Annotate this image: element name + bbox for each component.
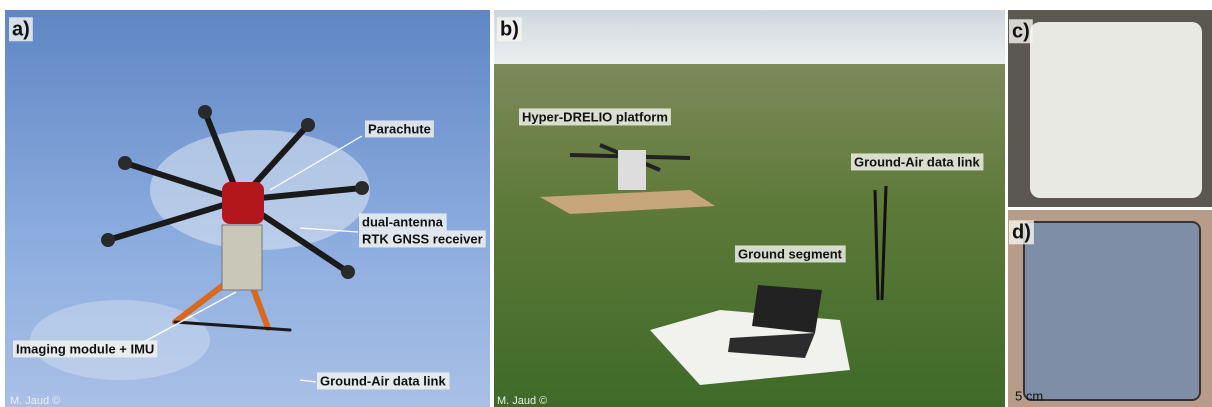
panel-d: d) 5 cm — [1008, 210, 1212, 407]
label-background — [519, 108, 671, 126]
label-background — [1009, 19, 1033, 44]
label-background — [9, 17, 33, 42]
annotation: Ground segment — [738, 246, 843, 261]
grey-target — [1023, 221, 1201, 401]
label-background — [359, 230, 486, 248]
label-background — [13, 340, 158, 358]
imaging-module — [221, 224, 263, 291]
annotation: Hyper-DRELIO platform — [522, 109, 668, 124]
panel-a: a) Parachute dual-antenna RTK GNSS recei… — [5, 10, 490, 407]
panel-label: c) — [1012, 20, 1030, 42]
label-background — [365, 120, 434, 138]
label-background — [497, 17, 522, 42]
annotation: RTK GNSS receiver — [362, 231, 483, 246]
annotation: Imaging module + IMU — [16, 341, 154, 356]
white-target — [1030, 22, 1202, 198]
panel-c: c) — [1008, 10, 1212, 207]
label-background — [851, 153, 984, 171]
credit: M. Jaud © — [10, 395, 60, 407]
label-background — [317, 372, 450, 390]
panel-label: b) — [500, 18, 519, 40]
label-background — [359, 213, 447, 231]
panel-label: a) — [12, 18, 30, 40]
credit: M. Jaud © — [497, 395, 547, 407]
annotation: dual-antenna — [362, 214, 444, 229]
annotation: Ground-Air data link — [854, 154, 980, 169]
annotation: Ground-Air data link — [320, 373, 446, 388]
board — [540, 190, 715, 214]
label-background — [735, 245, 846, 263]
laptop — [752, 285, 822, 333]
annotation: Parachute — [368, 121, 431, 136]
panel-b: b) Hyper-DRELIO platform Ground-Air data… — [494, 10, 1005, 407]
sky-photo — [494, 10, 1005, 68]
scale-label: 5 cm — [1015, 388, 1043, 403]
panel-label: d) — [1012, 221, 1031, 243]
parachute — [222, 182, 264, 224]
label-background — [1009, 220, 1034, 245]
